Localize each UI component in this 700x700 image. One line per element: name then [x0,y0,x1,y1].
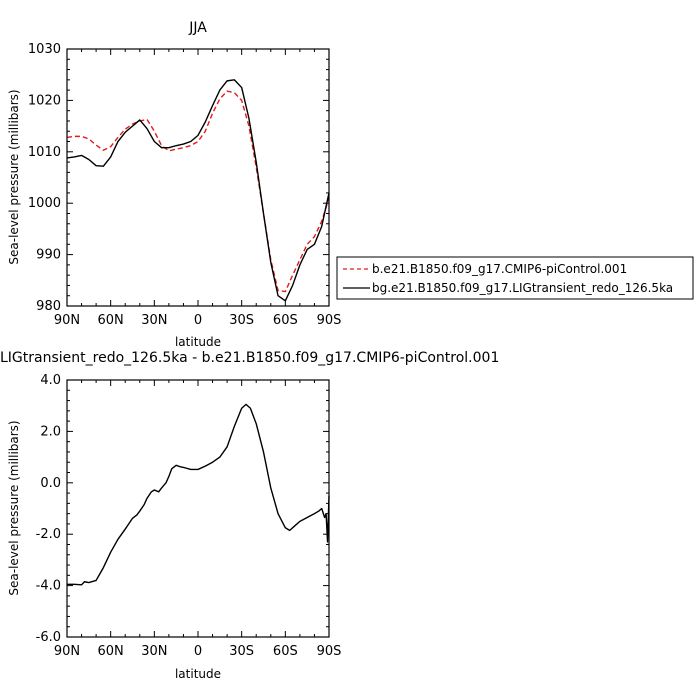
x-tick-label: 60N [98,313,124,328]
series-line-0-0 [66,90,330,293]
y-tick-label: -4.0 [36,579,61,594]
series-line-1-0 [67,403,330,586]
top-chart-title: JJA [188,20,207,36]
x-tick-label: 90N [54,313,80,328]
x-tick-label: 90N [54,644,80,659]
y-tick-label: 1030 [28,42,61,57]
x-tick-label: 60S [273,644,298,659]
y-tick-label: 4.0 [40,373,61,388]
top-y-axis-label: Sea-level pressure (millibars) [7,89,21,264]
bottom-chart-title: LIGtransient_redo_126.5ka - b.e21.B1850.… [0,350,499,366]
y-tick-label: 980 [36,299,61,314]
y-tick-label: 1020 [28,93,61,108]
x-tick-label: 60N [98,644,124,659]
x-tick-label: 0 [194,313,202,328]
legend-box [336,256,694,300]
y-tick-label: 990 [36,248,61,263]
x-tick-label: 30S [229,313,254,328]
legend: b.e21.B1850.f09_g17.CMIP6-piControl.001 … [336,256,694,300]
x-tick-label: 30N [141,644,167,659]
bottom-panel: LIGtransient_redo_126.5ka - b.e21.B1850.… [0,350,499,681]
y-tick-label: -2.0 [36,527,61,542]
y-tick-label: 1000 [28,196,61,211]
x-tick-label: 30N [141,313,167,328]
x-tick-label: 90S [317,313,342,328]
bottom-plot-frame [66,379,330,638]
legend-label-lig: bg.e21.B1850.f09_g17.LIGtransient_redo_1… [372,281,673,295]
x-tick-label: 60S [273,313,298,328]
top-panel: JJA latitude Sea-level pressure (milliba… [7,20,341,349]
bottom-x-axis-label: latitude [175,667,221,681]
x-tick-label: 0 [194,644,202,659]
y-tick-label: -6.0 [36,630,61,645]
x-tick-label: 90S [317,644,342,659]
y-tick-label: 1010 [28,145,61,160]
series-line-0-1 [66,79,330,302]
legend-label-control: b.e21.B1850.f09_g17.CMIP6-piControl.001 [372,262,627,276]
x-tick-label: 30S [229,644,254,659]
top-plot-frame [66,48,330,307]
top-x-axis-label: latitude [175,335,221,349]
y-tick-label: 2.0 [40,424,61,439]
bottom-y-axis-label: Sea-level pressure (millibars) [7,420,21,595]
y-tick-label: 0.0 [40,476,61,491]
